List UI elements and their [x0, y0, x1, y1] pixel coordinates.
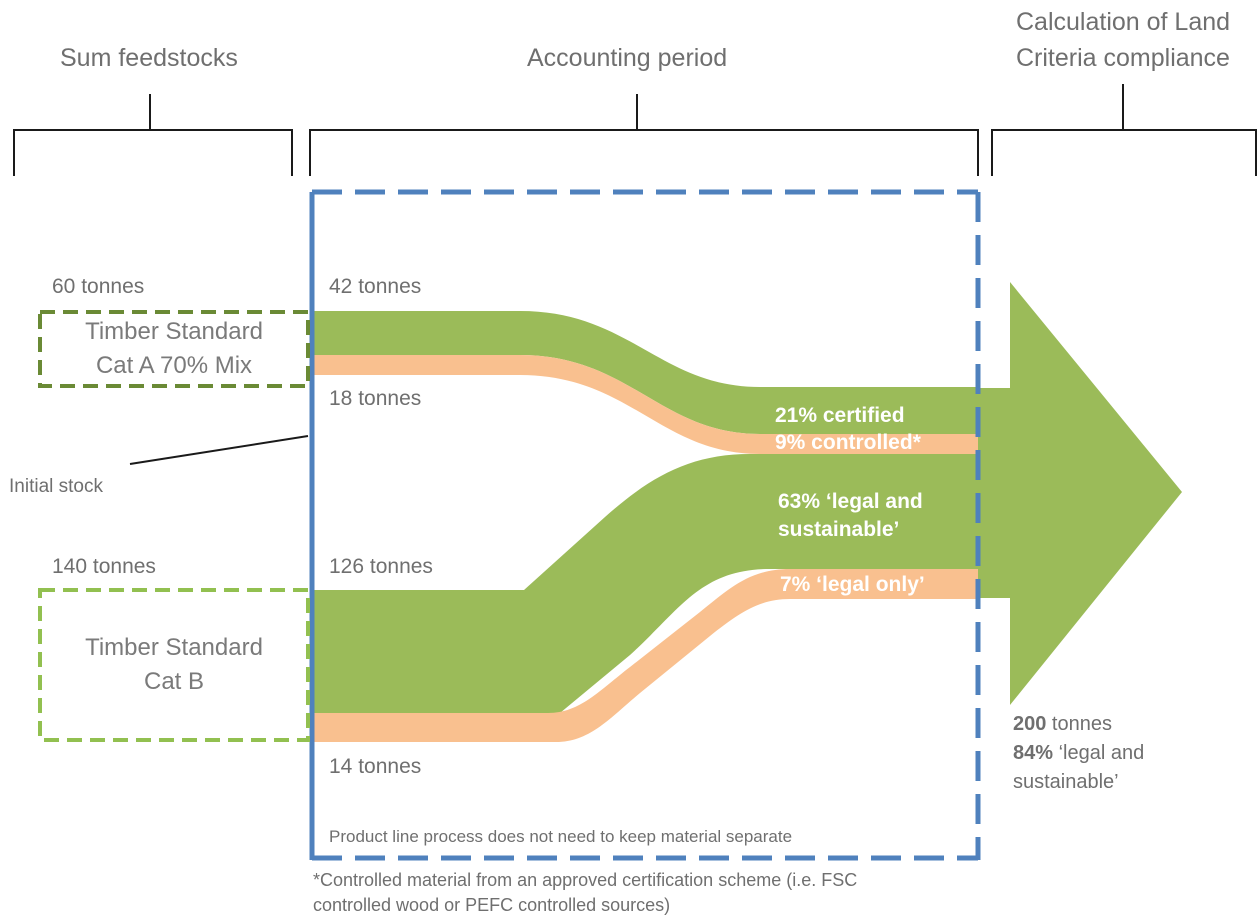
result-line3: sustainable’ — [1013, 771, 1119, 793]
feedstock-b-total: 140 tonnes — [52, 555, 156, 578]
output-legal-sustainable-line1: 63% ‘legal and — [778, 490, 923, 513]
bracket-sum-feedstocks — [13, 94, 293, 176]
result-percent-rest: ‘legal and — [1053, 742, 1145, 764]
output-arrow — [976, 282, 1182, 705]
feedstock-b-title: Timber Standard Cat B — [42, 631, 306, 699]
header-sum-feedstocks: Sum feedstocks — [60, 44, 238, 72]
bracket-accounting-period — [309, 94, 979, 176]
feedstock-a-box — [38, 310, 310, 388]
bracket-calculation — [991, 84, 1257, 176]
feedstock-a-green-flow-label: 42 tonnes — [329, 275, 422, 298]
feedstock-b-box — [38, 588, 310, 742]
flow-a-orange — [312, 355, 978, 454]
feedstock-b-title-line2: Cat B — [143, 668, 205, 695]
result-percent-value: 84% — [1013, 742, 1054, 764]
footnote-line1: *Controlled material from an approved ce… — [313, 870, 858, 890]
header-accounting-period: Accounting period — [527, 44, 728, 72]
feedstock-b-green-flow-label: 126 tonnes — [329, 555, 433, 578]
process-note: Product line process does not need to ke… — [329, 827, 793, 846]
feedstock-a-title-line2: Cat A 70% Mix — [95, 352, 253, 379]
feedstock-a-title-line1: Timber Standard — [85, 318, 263, 345]
result-tonnes-unit: tonnes — [1046, 713, 1112, 735]
header-calculation-line1: Calculation of Land — [1016, 8, 1231, 36]
feedstock-a-orange-flow-label: 18 tonnes — [329, 387, 422, 410]
header-calculation-line2: Criteria compliance — [1016, 44, 1230, 72]
flow-a-green — [312, 311, 978, 434]
feedstock-a-title: Timber Standard Cat A 70% Mix — [42, 315, 306, 383]
result-tonnes: 200 tonnes — [1013, 710, 1144, 739]
feedstock-a-total: 60 tonnes — [52, 275, 145, 298]
result-percent: 84% ‘legal and — [1013, 739, 1144, 768]
result-summary: 200 tonnes 84% ‘legal and sustainable’ — [1013, 710, 1144, 797]
result-tonnes-value: 200 — [1013, 713, 1047, 735]
output-certified-label: 21% certified — [775, 404, 905, 427]
initial-stock-label: Initial stock — [9, 476, 103, 497]
initial-stock-pointer — [129, 435, 309, 465]
feedstock-b-title-line1: Timber Standard — [85, 634, 263, 661]
output-legal-only-label: 7% ‘legal only’ — [780, 573, 925, 596]
flow-b-green — [312, 454, 978, 713]
accounting-period-frame — [309, 189, 981, 861]
feedstock-b-orange-flow-label: 14 tonnes — [329, 755, 422, 778]
flow-b-orange — [312, 569, 978, 742]
output-legal-sustainable-line2: sustainable’ — [778, 518, 900, 541]
output-controlled-label: 9% controlled* — [775, 431, 921, 454]
footnote: *Controlled material from an approved ce… — [313, 868, 857, 918]
footnote-line2: controlled wood or PEFC controlled sourc… — [313, 895, 671, 915]
